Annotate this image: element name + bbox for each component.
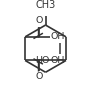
Text: O: O bbox=[36, 72, 43, 81]
Text: O: O bbox=[36, 16, 43, 25]
Text: OH: OH bbox=[51, 32, 65, 41]
Text: OH: OH bbox=[51, 56, 65, 65]
Text: HO: HO bbox=[35, 56, 50, 65]
Text: CH3: CH3 bbox=[35, 0, 56, 10]
